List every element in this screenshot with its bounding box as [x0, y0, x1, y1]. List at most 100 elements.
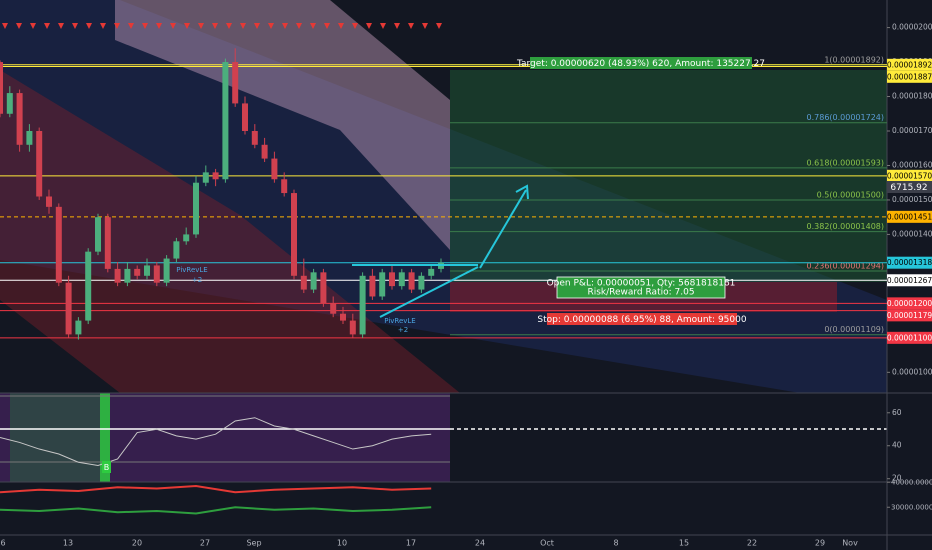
candle-body: [310, 272, 317, 290]
candle-body: [320, 272, 327, 304]
fib-label: 0.236(0.00001294): [807, 261, 885, 270]
signal-marker: [436, 23, 442, 29]
channel: [0, 70, 460, 393]
x-tick-label: 22: [747, 539, 757, 548]
candle-body: [124, 268, 131, 283]
candle-body: [104, 217, 111, 269]
price-label: 0.00001200: [887, 299, 932, 308]
annotation: +2: [192, 276, 202, 284]
candle-body: [379, 272, 386, 297]
candle-body: [134, 268, 141, 276]
x-tick-label: 8: [613, 539, 618, 548]
candle-body: [359, 275, 366, 335]
projection-arrow: [479, 189, 527, 269]
stop-text: Stop: 0.00000088 (6.95%) 88, Amount: 950…: [537, 315, 746, 325]
signal-marker: [254, 23, 260, 29]
indicator-line: [0, 484, 432, 494]
marks: 0.000020000.000019000.000018000.00001700…: [0, 23, 932, 548]
price-label-box: [887, 331, 932, 344]
candle-body: [222, 62, 229, 180]
x-tick-label: Sep: [246, 539, 261, 548]
signal-marker: [422, 23, 428, 29]
signal-box: [102, 461, 111, 473]
signal-marker: [142, 23, 148, 29]
rsi-signal: [100, 393, 110, 482]
candle-body: [428, 268, 435, 276]
candle-body: [291, 193, 297, 276]
x-tick-label: 24: [475, 539, 485, 548]
annotation: B: [104, 463, 110, 472]
rsi-band: [0, 393, 450, 482]
target-box: [530, 57, 752, 69]
x-tick-label: Oct: [540, 539, 554, 548]
signal-marker: [324, 23, 330, 29]
signal-marker: [44, 23, 50, 29]
price-label-box: [887, 309, 932, 322]
candle-body: [114, 268, 121, 283]
y-tick-label: 20: [892, 474, 902, 483]
y-tick-label: 40000.0000: [891, 478, 932, 486]
signal-marker: [72, 23, 78, 29]
signal-marker: [366, 23, 372, 29]
candle-body: [418, 275, 425, 290]
candle-body: [0, 62, 3, 114]
signal-marker: [30, 23, 36, 29]
signal-marker: [352, 23, 358, 29]
price-label: 0.00001100: [887, 333, 932, 342]
candle-body: [261, 144, 268, 159]
x-tick-label: 13: [63, 539, 73, 548]
signal-marker: [100, 23, 106, 29]
price-label-box: [887, 169, 932, 182]
pnl-text: Open P&L: 0.00000051, Qty: 5681818181: [547, 279, 736, 289]
fib-label: 0(0.00001109): [824, 325, 884, 334]
pnl-text: Risk/Reward Ratio: 7.05: [587, 288, 694, 298]
price-label: 0.00001451: [887, 212, 932, 221]
signal-marker: [184, 23, 190, 29]
candle-body: [26, 131, 33, 145]
signal-marker: [16, 23, 22, 29]
x-tick-label: 20: [132, 539, 142, 548]
x-tick-label: 10: [337, 539, 347, 548]
x-tick-label: 27: [200, 539, 210, 548]
signal-marker: [128, 23, 134, 29]
candle-body: [330, 303, 337, 314]
candle-body: [6, 93, 13, 114]
target-text: Target: 0.00000620 (48.93%) 620, Amount:…: [516, 59, 765, 69]
candle-body: [271, 158, 278, 180]
x-tick-label: Nov: [842, 539, 858, 548]
candle-body: [65, 282, 72, 335]
fib-label: 0.618(0.00001593): [807, 158, 885, 167]
signal-marker: [226, 23, 232, 29]
signal-marker: [198, 23, 204, 29]
candle-body: [212, 172, 219, 180]
channel: [115, 0, 450, 250]
candle-body: [251, 131, 258, 145]
candle-body: [281, 179, 288, 194]
x-tick-label: 29: [815, 539, 825, 548]
candle-body: [46, 196, 52, 207]
candle-body: [369, 275, 376, 297]
fib-label: 0.382(0.00001408): [807, 222, 885, 231]
y-tick-label: 30000.0000: [891, 503, 932, 511]
annotation: +2: [398, 326, 408, 334]
candle-body: [389, 272, 395, 287]
stop-box: [547, 313, 737, 325]
annotation: PivRevLE: [384, 317, 415, 325]
candle-body: [193, 182, 199, 235]
price-label-box: [887, 58, 932, 71]
y-tick-label: 40: [892, 441, 902, 450]
price-label-box: [887, 210, 932, 223]
signal-marker: [408, 23, 414, 29]
signal-marker: [2, 23, 8, 29]
candle-body: [55, 206, 62, 283]
price-label: 0.00001318: [887, 258, 932, 267]
arrow-head: [515, 184, 529, 200]
y-tick-label: 0.00001000: [892, 367, 932, 376]
volume-label-box: [887, 181, 932, 193]
fib-label: 0.5(0.00001500): [817, 190, 884, 199]
candle-body: [340, 313, 346, 321]
